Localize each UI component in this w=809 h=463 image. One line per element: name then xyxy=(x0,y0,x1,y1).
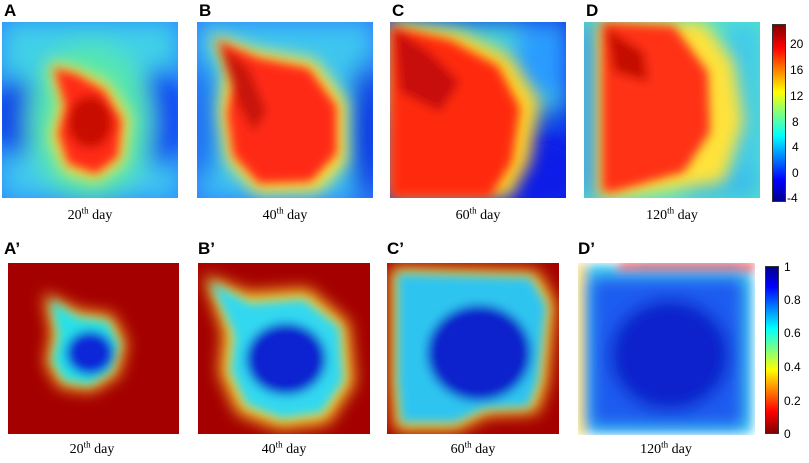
colorbar-top-tick: 12 xyxy=(790,89,804,103)
heatmap-panel-a xyxy=(2,22,178,198)
caption-c-prime: 60th day xyxy=(450,439,496,457)
heatmap-panel-c xyxy=(390,22,566,198)
colorbar-bottom-tick: 1 xyxy=(784,260,791,274)
caption-c: 60th day xyxy=(455,205,501,223)
heatmap-panel-b xyxy=(197,22,373,198)
panel-letter-a: A xyxy=(4,1,17,20)
caption-d-prime: 120th day xyxy=(640,439,692,457)
panel-letter-b-prime: B’ xyxy=(198,239,215,258)
caption-a: 20th day xyxy=(67,205,113,223)
panel-letter-c: C xyxy=(392,1,405,20)
colorbar-top-tick: 16 xyxy=(790,63,804,77)
colorbar-top-tick: 4 xyxy=(792,140,799,154)
colorbar-bottom-tick: 0.2 xyxy=(784,394,801,408)
caption-d: 120th day xyxy=(646,205,698,223)
heatmap-panel-d-prime xyxy=(578,263,755,435)
colorbar-bottom-tick: 0 xyxy=(784,427,791,441)
colorbar-bottom-tick: 0.6 xyxy=(784,326,801,340)
caption-b-prime: 40th day xyxy=(261,439,307,457)
colorbar-bottom-tick: 0.8 xyxy=(784,293,801,307)
caption-a-prime: 20th day xyxy=(69,439,115,457)
caption-b: 40th day xyxy=(262,205,308,223)
heatmap-panel-b-prime xyxy=(198,263,370,434)
colorbar-top-tick: -4 xyxy=(787,191,798,205)
panel-letter-d: D xyxy=(586,1,599,20)
panel-letter-c-prime: C’ xyxy=(387,239,404,258)
colorbar-top-tick: 20 xyxy=(790,37,804,51)
panel-letter-d-prime: D’ xyxy=(578,239,595,258)
heatmap-panel-a-prime xyxy=(8,263,179,434)
panel-letter-a-prime: A’ xyxy=(4,239,21,258)
heatmap-panel-d xyxy=(584,22,760,198)
panel-letter-b: B xyxy=(199,1,212,20)
colorbar-top xyxy=(772,24,786,202)
colorbar-bottom-tick: 0.4 xyxy=(784,360,801,374)
colorbar-top-tick: 8 xyxy=(792,115,799,129)
colorbar-top-tick: 0 xyxy=(792,166,799,180)
colorbar-bottom xyxy=(765,266,779,434)
heatmap-panel-c-prime xyxy=(387,263,559,434)
